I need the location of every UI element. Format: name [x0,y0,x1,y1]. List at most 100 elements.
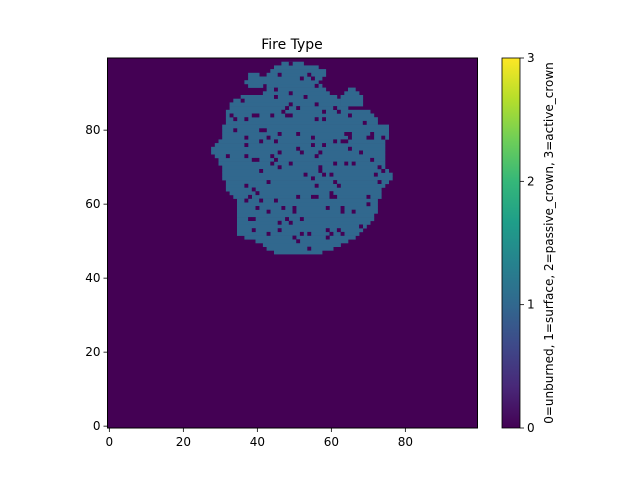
heatmap-cell-unburned [366,202,371,207]
heatmap-cell-unburned [266,231,271,236]
heatmap-cell-row [248,72,260,77]
heatmap-cell-row [233,98,341,103]
x-tick-label: 60 [324,435,339,449]
heatmap-cell-row [218,157,386,162]
heatmap-cell-unburned [281,206,286,210]
heatmap-cell-unburned [303,95,308,99]
heatmap-cell-unburned [303,172,308,177]
heatmap-cell-unburned [296,132,301,136]
heatmap-cell-row [248,83,264,88]
heatmap-cell-unburned [299,150,304,155]
heatmap-cell-row [244,80,264,85]
heatmap-cell-row [225,180,389,185]
heatmap-cell-row [344,91,360,96]
heatmap-cell-unburned [318,169,323,173]
colorbar-frame [501,57,521,429]
heatmap-cell-unburned [370,157,375,162]
heatmap-cell-unburned [311,176,315,181]
heatmap-cell-unburned [277,150,282,155]
x-tick-label: 40 [250,435,265,449]
heatmap-cell-unburned [274,95,278,99]
heatmap-cell-row [266,72,327,77]
heatmap-cell-unburned [348,113,352,118]
heatmap-cell-unburned [318,150,323,155]
heatmap-cell-row [274,65,319,70]
heatmap-cell-unburned [244,135,249,140]
heatmap-cell-row [218,161,386,166]
heatmap-cell-unburned [329,194,334,199]
heatmap-cell-unburned [366,135,371,140]
heatmap-cell-unburned [244,198,249,203]
heatmap-cell-unburned [333,194,338,199]
heatmap-cell-unburned [359,150,363,155]
heatmap-cell-row [262,80,319,85]
heatmap-cell-unburned [333,180,338,184]
heatmap-cell-row [255,239,349,244]
heatmap-cell-row [266,246,334,251]
colorbar: 0 1 2 3 [501,51,535,435]
heatmap-cell-unburned [299,231,304,236]
heatmap-cell-unburned [281,109,286,114]
heatmap-cell-unburned [277,132,282,136]
heatmap-cell-row [348,87,356,92]
heatmap-cell-row [274,250,323,255]
y-tick-label: 80 [85,123,100,137]
heatmap-cell-unburned [296,106,301,110]
heatmap-cell-unburned [325,206,330,210]
heatmap-cell-row [222,124,389,129]
heatmap-cell-row [237,217,375,222]
heatmap-cell-row [229,191,382,196]
heatmap-cell-unburned [329,172,334,177]
heatmap-cell-unburned [277,165,282,170]
heatmap-cell-row [225,113,375,118]
heatmap-cell-row [222,128,389,133]
heatmap-cell-row [240,95,338,99]
heatmap-cell-unburned [292,235,297,240]
heatmap-cell-unburned [274,87,278,92]
heatmap-cell-unburned [259,198,264,203]
heatmap-cell-row [225,120,378,125]
heatmap-cell-unburned [333,106,338,110]
heatmap-cell-unburned [322,172,326,177]
heatmap-cell-unburned [285,113,289,118]
heatmap-cell-unburned [314,117,319,122]
heatmap-cell-unburned [344,132,349,136]
heatmap-cell-unburned [244,154,249,159]
heatmap-cell-row [211,150,386,155]
colorbar-label: 0=unburned, 1=surface, 2=passive_crown, … [542,62,556,424]
heatmap-cell-row [270,69,327,74]
heatmap-cell-unburned [299,76,304,81]
heatmap-cell-unburned [381,169,386,173]
heatmap-cell-row [244,235,356,240]
heatmap-cell-unburned [340,209,345,214]
colorbar-tick-label: 2 [527,174,535,188]
heatmap-cell-unburned [307,246,312,251]
colorbar-tick-label: 1 [527,298,535,312]
heatmap-cell-unburned [255,157,260,162]
heatmap-cell-row [237,206,378,210]
heatmap-cell-unburned [259,169,264,173]
heatmap-cell-unburned [225,154,230,159]
heatmap-cell-unburned [348,135,352,140]
x-axis: 0 20 40 60 80 [106,428,413,449]
heatmap-cell-unburned [251,187,256,192]
heatmap-cell-unburned [351,161,356,166]
heatmap-cell-unburned [362,120,367,125]
plot-frame [107,57,478,429]
heatmap-cell-unburned [299,217,304,221]
heatmap-cell-unburned [314,194,319,199]
heatmap-cell-unburned [288,161,293,166]
heatmap-cell-row [262,243,341,247]
heatmap-cell-unburned [311,143,315,147]
heatmap-cell-unburned [336,109,341,114]
heatmap-cell-row [237,209,378,214]
heatmap-cell-unburned [325,228,330,233]
heatmap-cell-unburned [266,209,271,214]
heatmap-cell-unburned [336,228,341,233]
x-tick-label: 80 [398,435,413,449]
heatmap-cell-unburned [277,72,282,77]
heatmap-cell-unburned [270,161,275,166]
heatmap-cell-unburned [322,117,326,122]
heatmap-cell-row [222,176,393,181]
heatmap-cell-unburned [233,117,238,122]
